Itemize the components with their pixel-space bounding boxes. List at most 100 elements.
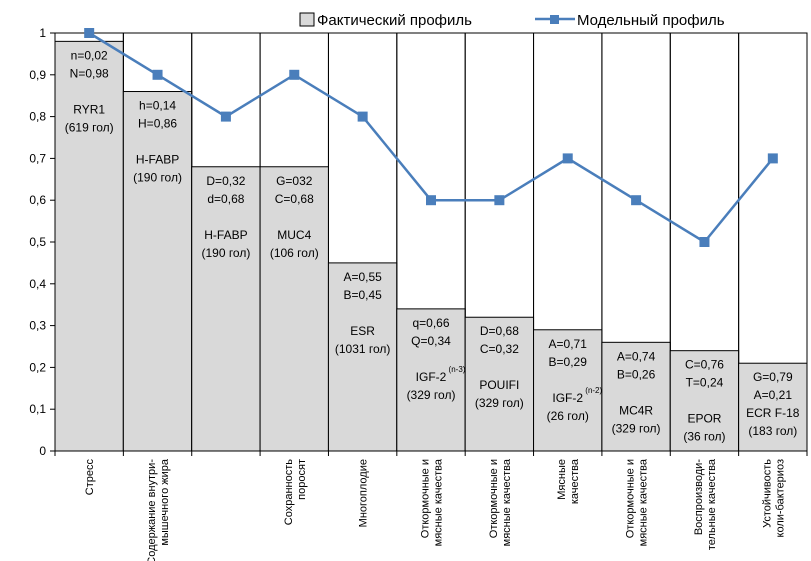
category-label: поросят [296,459,308,500]
bar-data-label: (36 гол) [683,430,725,444]
line-marker [426,195,436,206]
bar-data-label: ECR F-18 [746,406,800,420]
bar-data-label: d=0,68 [207,192,244,206]
y-tick-label: 0,3 [29,319,46,333]
bar-data-label: (329 гол) [475,396,524,410]
bar-data-label: C=0,68 [275,192,314,206]
bar [533,329,603,452]
bar-data-label: (190 гол) [133,171,182,185]
bar-data-label: B=0,26 [617,367,656,381]
category-label: мясные качества [638,458,650,546]
y-tick-label: 1 [39,26,46,40]
bar-data-label: q=0,66 [412,316,449,330]
y-tick-label: 0,1 [29,402,46,416]
legend-bar-swatch [299,12,315,27]
line-marker [699,237,710,247]
bar-data-label: A=0,55 [343,270,382,284]
bar-data-label: (26 гол) [547,409,589,423]
bar-data-label: IGF-2 [416,370,447,384]
category-label: тельные качества [706,458,718,550]
bar-data-label: EPOR [687,412,721,426]
legend-line-marker [550,15,559,24]
y-tick-label: 0,8 [29,110,46,124]
category-label: Стресс [84,459,96,496]
bar [464,316,535,452]
category-label: коли-бактериоз [774,459,786,537]
line-marker [562,153,573,164]
category-label: мышечного жира [159,458,171,546]
bar-series [54,32,808,452]
category-label: Содержание внутри- [146,459,158,561]
y-axis: 0 0,1 0,2 0,3 0,4 0,5 0,6 0,7 0,8 0,9 1 [29,26,56,458]
bar-data-label: H-FABP [136,153,179,167]
line-marker [631,195,642,206]
line-marker [220,111,231,122]
bar-data-label: T=0,24 [686,376,724,390]
line-marker [289,69,300,80]
category-label: Мясные [556,459,568,500]
bar-data-label: MUC4 [277,228,311,242]
category-labels: Стресс Содержание внутри-мышечного жира Со… [84,458,786,561]
bar-data-label: C=0,32 [480,342,519,356]
bar-data-label: n=0,02 [71,48,108,62]
y-tick-label: 0,7 [29,151,46,165]
bar-data-label: (183 гол) [748,424,797,438]
category-label: Откормочные и [488,459,500,538]
category-label: Воспроизводи- [693,459,705,535]
line-marker [357,111,368,122]
bar-data-label-superscript: (n-3) [449,365,466,374]
y-tick-label: 0,6 [29,193,46,207]
bar-data-label: A=0,71 [549,337,588,351]
y-tick-label: 0,4 [29,277,46,291]
bar-data-label-superscript: (n-2) [585,386,602,395]
bar [122,91,193,452]
bar [327,262,398,452]
bar-data-label: Q=0,34 [411,334,451,348]
bar-data-label: IGF-2 [552,391,583,405]
bar [259,166,329,452]
line-marker [494,195,505,206]
bar-data-label: (190 гол) [201,246,250,260]
bar [396,308,466,452]
category-label: мясные качества [501,458,513,546]
bar-data-label: D=0,32 [206,174,245,188]
y-tick-label: 0,2 [29,360,46,374]
bar-data-label: ESR [350,324,375,338]
bar-data-label: B=0,29 [549,355,588,369]
bar-data-label: (1031 гол) [335,342,391,356]
bar [738,362,808,452]
bar-data-label: RYR1 [73,102,105,116]
legend-line-label: Модельный профиль [577,12,725,29]
bar-data-label: A=0,21 [754,388,793,402]
category-label: Сохранность [283,459,295,525]
x-axis [54,450,808,456]
category-label: Устойчивость [761,459,773,528]
y-tick-label: 0 [39,444,46,458]
line-series [84,28,778,247]
category-label: Откормочные и [625,459,637,538]
y-tick-label: 0,5 [29,235,46,249]
bar-data-label: (329 гол) [612,421,661,435]
category-label: качества [569,458,581,504]
line-marker [767,153,778,164]
category-label: мясные качества [433,458,445,546]
bar-data-label: D=0,68 [480,324,519,338]
bar-data-label: G=032 [276,174,313,188]
bar [669,350,740,452]
bar [601,341,671,452]
bar-data-label: B=0,45 [343,288,382,302]
bar-data-label: H=0,86 [138,117,177,131]
bar [191,166,261,452]
bar-data-label: (329 гол) [407,388,456,402]
bar-labels: n=0,02 N=0,98 RYR1 (619 гол) h=0,14 H=0,86 H-F… [65,48,800,443]
bar-data-label: N=0,98 [70,66,109,80]
bar-data-label: G=0,79 [753,370,793,384]
legend: Фактический профиль Модельный профиль [299,12,725,29]
line-marker [84,28,95,38]
category-label: Откормочные и [420,459,432,538]
category-label: Многоплодие [358,459,370,527]
bar-data-label: H-FABP [204,228,247,242]
bar-data-label: (619 гол) [65,120,114,134]
bar-data-label: A=0,74 [617,349,656,363]
